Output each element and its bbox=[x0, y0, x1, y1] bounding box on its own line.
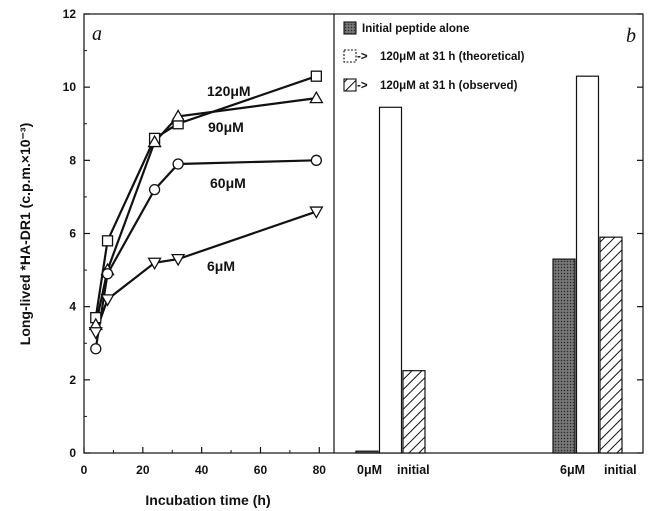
data-point-circle bbox=[101, 268, 114, 280]
y-axis-label: Long-lived *HA-DR1 (c.p.m.×10⁻³) bbox=[17, 123, 33, 345]
y-tick-label: 6 bbox=[69, 227, 76, 241]
series-label: 120μM bbox=[207, 83, 251, 99]
data-point-triangle-down bbox=[100, 294, 115, 307]
series-label: 90μM bbox=[208, 119, 244, 135]
category-label: initial bbox=[604, 463, 637, 477]
data-point-square bbox=[310, 70, 323, 82]
x-tick-label: 40 bbox=[195, 463, 209, 477]
legend-swatch bbox=[343, 78, 357, 92]
tick-layer: 0 2 4 6 8 10 12 0 20 40 60 80 bbox=[63, 7, 643, 477]
x-tick-label: 20 bbox=[136, 463, 150, 477]
data-point-triangle-down bbox=[147, 257, 162, 271]
category-label: 0μM bbox=[357, 463, 382, 477]
legend-arrow: -> bbox=[357, 80, 368, 92]
bar-alone bbox=[552, 258, 576, 454]
data-point-triangle-down bbox=[88, 327, 103, 340]
data-point-triangle-down bbox=[170, 253, 186, 267]
data-point-square bbox=[101, 235, 114, 247]
data-point-circle bbox=[172, 158, 184, 170]
y-tick-label: 0 bbox=[69, 446, 76, 460]
y-tick-label: 2 bbox=[69, 373, 76, 387]
data-point-triangle-down bbox=[309, 206, 324, 219]
y-tick-label: 10 bbox=[63, 80, 77, 94]
bar-alone bbox=[355, 450, 379, 454]
data-point-triangle-up bbox=[309, 90, 324, 104]
legend-label: Initial peptide alone bbox=[362, 23, 469, 35]
x-tick-label: 60 bbox=[254, 463, 268, 477]
legend-arrow: -> bbox=[357, 51, 368, 63]
data-point-circle bbox=[148, 183, 161, 196]
legend: Initial peptide alone -> 120μM at 31 h (th… bbox=[343, 21, 525, 92]
panel-a-letter: a bbox=[92, 23, 102, 45]
series-line bbox=[94, 159, 317, 349]
legend-swatch bbox=[343, 49, 357, 63]
bar-theoretical bbox=[378, 106, 403, 454]
bar-observed bbox=[402, 370, 426, 454]
panel-b-letter: b bbox=[626, 25, 636, 47]
category-label: 6μM bbox=[560, 463, 585, 477]
data-point-circle bbox=[310, 154, 323, 166]
data-point-triangle-up bbox=[147, 134, 162, 148]
x-tick-label: 80 bbox=[313, 463, 327, 477]
legend-label: 120μM at 31 h (observed) bbox=[380, 80, 518, 92]
x-tick-label: 0 bbox=[81, 463, 88, 477]
data-point-triangle-up bbox=[170, 109, 186, 122]
panel-b-plot: 0μM initial 6μM initial bbox=[355, 75, 637, 477]
legend-label: 120μM at 31 h (theoretical) bbox=[380, 51, 525, 63]
y-tick-label: 12 bbox=[63, 7, 77, 21]
bar-theoretical bbox=[575, 75, 600, 454]
panel-a-plot: 120μM 90μM 60μM 6μM bbox=[88, 70, 324, 355]
y-tick-label: 4 bbox=[69, 300, 76, 314]
legend-swatch bbox=[343, 21, 357, 35]
y-tick-label: 8 bbox=[69, 153, 76, 167]
series-label: 60μM bbox=[210, 175, 246, 191]
x-axis-label: Incubation time (h) bbox=[145, 492, 270, 508]
series-line bbox=[94, 97, 317, 326]
data-point-circle bbox=[90, 343, 102, 355]
bar-observed bbox=[599, 236, 623, 454]
series-label: 6μM bbox=[207, 258, 235, 274]
category-label: initial bbox=[397, 463, 430, 477]
